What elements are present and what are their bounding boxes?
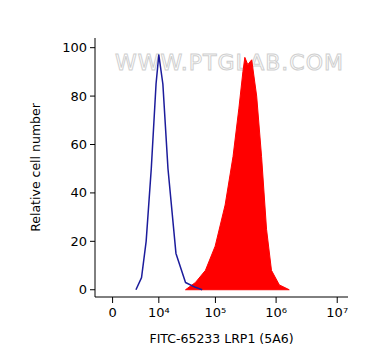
x-tick <box>112 297 113 303</box>
y-axis <box>95 38 96 297</box>
y-axis-title: Relative cell number <box>28 102 43 232</box>
x-tick-label: 0 <box>108 305 116 320</box>
y-tick <box>90 47 95 48</box>
x-tick <box>337 297 338 303</box>
watermark: WWW.PTGLAB.COM <box>115 50 344 75</box>
x-tick-label: 10⁷ <box>326 305 348 320</box>
plot-area <box>136 55 289 290</box>
line <box>136 55 202 290</box>
y-tick-label: 40 <box>70 185 87 200</box>
x-tick <box>158 297 159 303</box>
y-tick-label: 20 <box>70 234 87 249</box>
x-tick <box>276 297 277 303</box>
x-tick-label: 10⁵ <box>205 305 227 320</box>
y-tick <box>90 96 95 97</box>
y-tick <box>90 192 95 193</box>
y-tick <box>90 144 95 145</box>
y-tick-label: 60 <box>70 137 87 152</box>
x-tick-label: 10⁶ <box>265 305 287 320</box>
chart: WWW.PTGLAB.COM 0 20 40 60 80 100 0 10⁴ 10⁵ 10⁶ 10⁷ F… <box>0 0 376 364</box>
y-tick-label: 0 <box>79 282 87 297</box>
x-tick <box>215 297 216 303</box>
y-tick-label: 80 <box>70 89 87 104</box>
x-axis-title: FITC-65233 LRP1 (5A6) <box>149 331 293 346</box>
area <box>186 57 290 289</box>
y-tick <box>90 289 95 290</box>
x-tick-label: 10⁴ <box>148 305 170 320</box>
y-tick-label: 100 <box>62 40 87 55</box>
y-tick <box>90 241 95 242</box>
x-axis <box>95 297 348 298</box>
